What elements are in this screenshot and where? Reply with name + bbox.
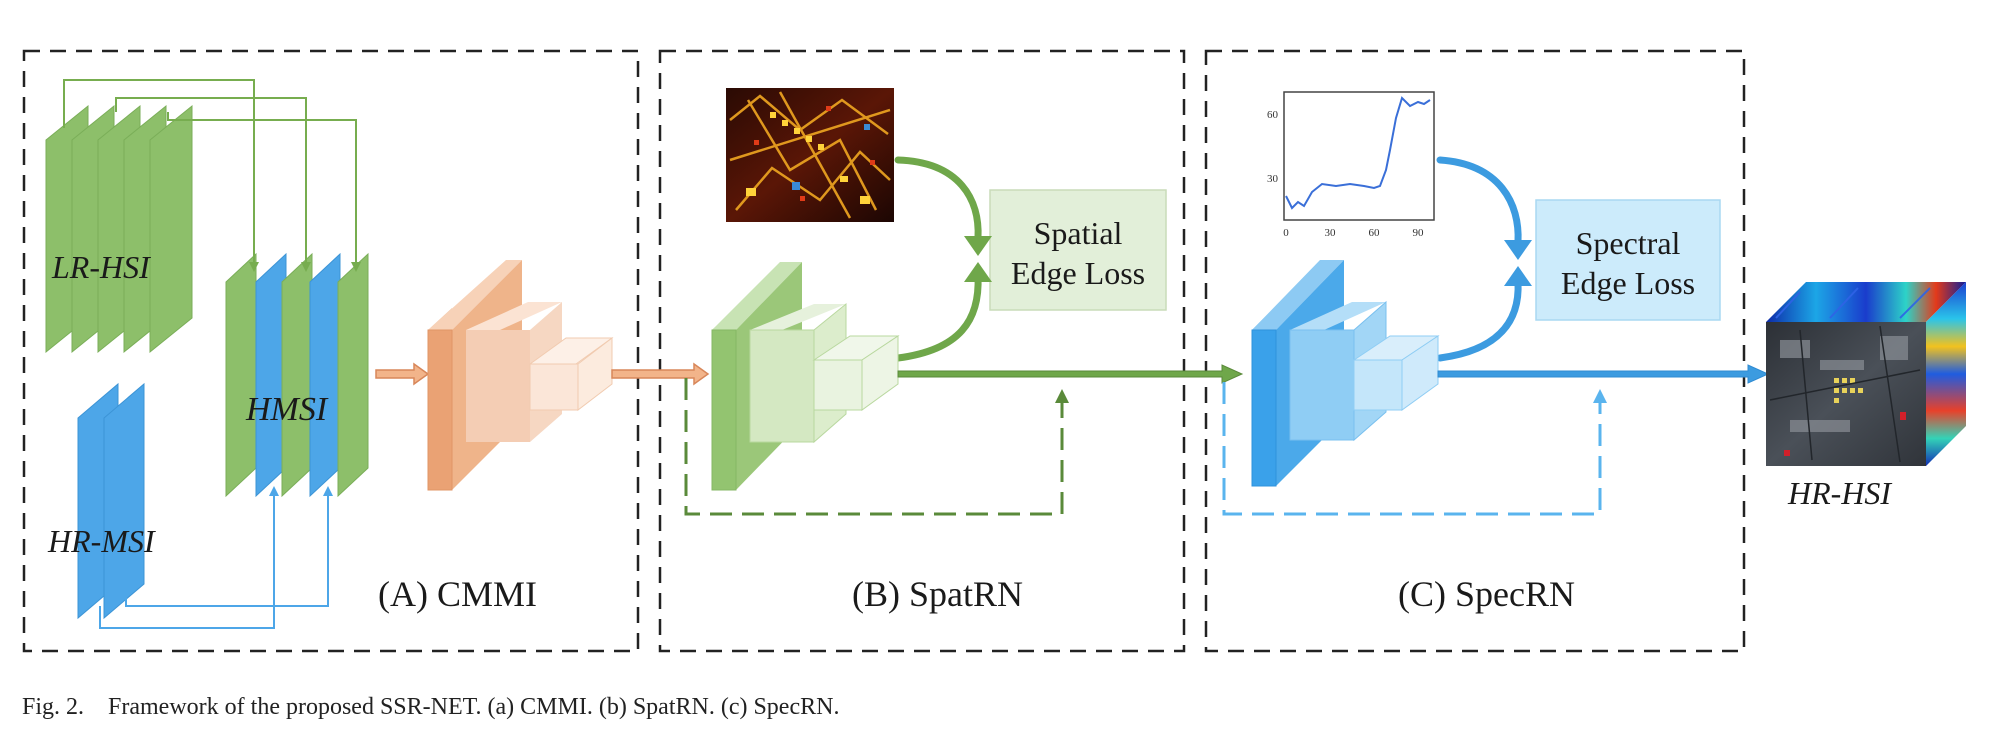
hmsi-to-cmmi-arrow	[375, 362, 430, 386]
specrn-to-output-arrow	[1437, 364, 1770, 384]
specrn-conv-blocks	[1251, 260, 1440, 487]
spatrn-conv-blocks	[711, 262, 900, 491]
plot-y-tick-60: 60	[1267, 109, 1279, 121]
spatial-loss-arrows	[894, 156, 982, 362]
plot-x-tick-90: 90	[1413, 227, 1425, 239]
spatial-loss-line1: Spatial	[1034, 215, 1123, 251]
hr-hsi-cube	[1766, 282, 1966, 466]
cmmi-title: (A) CMMI	[378, 574, 537, 614]
specrn-skip-connection	[1222, 382, 1607, 516]
spatial-loss-line2: Edge Loss	[1011, 255, 1145, 291]
hr-hsi-label: HR-HSI	[1787, 475, 1892, 511]
spectral-arrowhead-bottom	[1504, 266, 1532, 286]
hmsi-label: HMSI	[245, 391, 329, 428]
spectral-edge-loss-box	[1535, 199, 1721, 321]
spectral-loss-line2: Edge Loss	[1561, 265, 1695, 301]
spatrn-title: (B) SpatRN	[852, 574, 1023, 614]
hr-msi-stack	[77, 382, 145, 620]
spatrn-frame	[658, 49, 1186, 653]
plot-x-tick-30: 30	[1325, 227, 1337, 239]
spectrum-plot: 60 30 0 30 60 90	[1267, 91, 1435, 239]
hmsi-stack	[225, 252, 369, 498]
figure-caption: Fig. 2. Framework of the proposed SSR-NE…	[22, 694, 840, 720]
hr-msi-to-hmsi-connectors	[99, 486, 333, 629]
cmmi-conv-blocks	[427, 260, 614, 491]
spectral-loss-line1: Spectral	[1576, 225, 1681, 261]
specrn-title: (C) SpecRN	[1398, 574, 1575, 614]
plot-x-tick-0: 0	[1283, 227, 1289, 239]
specrn-frame	[1204, 49, 1746, 653]
lr-to-hmsi-connectors	[63, 79, 361, 272]
spectral-loss-arrows	[1436, 156, 1522, 362]
spatial-edge-map-image	[726, 88, 894, 222]
cmmi-to-spatrn-arrow	[611, 362, 710, 386]
hr-msi-label: HR-MSI	[47, 523, 156, 559]
spectral-arrowhead-top	[1504, 240, 1532, 260]
spatial-arrowhead-top	[964, 236, 992, 256]
spatial-edge-loss-box	[989, 189, 1167, 311]
cmmi-frame	[22, 49, 640, 653]
plot-x-tick-60: 60	[1369, 227, 1381, 239]
lr-hsi-stack	[45, 104, 193, 354]
plot-y-tick-30: 30	[1267, 173, 1279, 185]
spatial-arrowhead-bottom	[964, 262, 992, 282]
lr-hsi-label: LR-HSI	[51, 249, 151, 285]
spatrn-skip-connection	[684, 378, 1069, 516]
spatrn-to-specrn-arrow	[897, 364, 1244, 384]
